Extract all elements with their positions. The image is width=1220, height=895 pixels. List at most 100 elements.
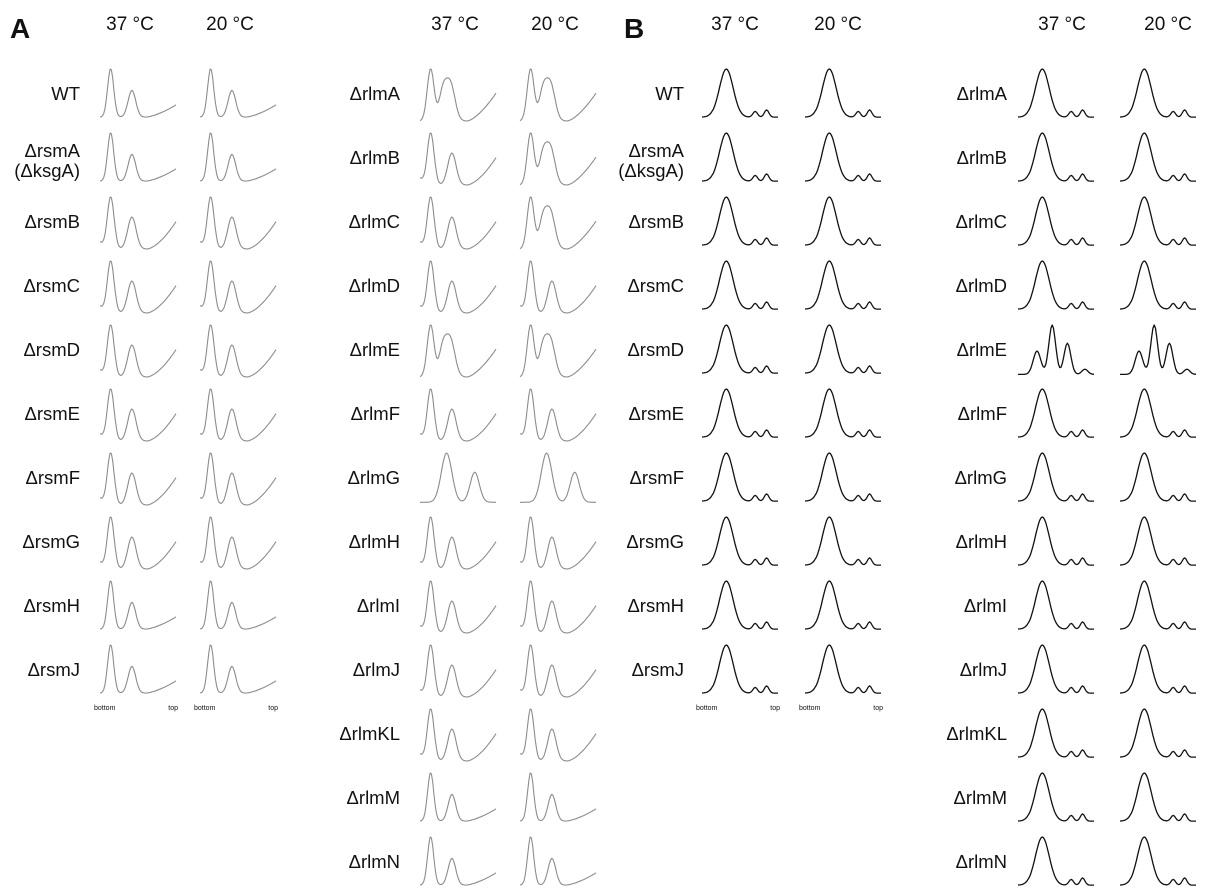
strain-label: WT <box>51 83 80 104</box>
sedimentation-profile-trace <box>1017 132 1094 182</box>
sedimentation-profile-trace <box>1017 772 1094 822</box>
sedimentation-profile-trace <box>199 68 277 118</box>
sedimentation-profile-trace <box>519 708 597 762</box>
sedimentation-profile-trace <box>519 196 597 250</box>
strain-label: ΔrsmH <box>23 595 80 616</box>
sedimentation-profile-trace <box>419 132 497 186</box>
sedimentation-profile-trace <box>1119 580 1196 630</box>
sedimentation-profile-trace <box>99 68 177 118</box>
sedimentation-profile-trace <box>519 516 597 570</box>
sedimentation-profile-trace <box>419 580 497 634</box>
sedimentation-profile-trace <box>1017 196 1094 246</box>
sedimentation-profile-trace <box>1017 68 1094 118</box>
sedimentation-profile-trace <box>1119 452 1196 502</box>
sedimentation-profile-trace <box>99 324 177 378</box>
strain-label: ΔrlmC <box>956 211 1007 232</box>
strain-label: ΔrsmD <box>627 339 684 360</box>
sedimentation-profile-trace <box>804 388 881 438</box>
strain-label: ΔrsmD <box>23 339 80 360</box>
sedimentation-profile-trace <box>804 644 881 694</box>
strain-label: ΔrlmI <box>964 595 1007 616</box>
strain-label: ΔrlmKL <box>946 723 1007 744</box>
strain-label: ΔrlmD <box>349 275 400 296</box>
sedimentation-profile-trace <box>99 516 177 570</box>
strain-label-alias: (ΔksgA) <box>14 160 80 181</box>
sedimentation-profile-trace <box>804 196 881 246</box>
sedimentation-profile-trace <box>1119 68 1196 118</box>
strain-label: ΔrlmM <box>347 787 400 808</box>
sedimentation-profile-trace <box>1018 324 1095 376</box>
sedimentation-profile-trace <box>519 324 597 378</box>
axis-label-bottom: bottom <box>94 705 116 712</box>
sedimentation-profile-trace <box>701 452 778 502</box>
sedimentation-profile-trace <box>199 516 277 570</box>
strain-label: ΔrsmB <box>24 211 80 232</box>
strain-label: ΔrsmE <box>628 403 684 424</box>
sedimentation-profile-trace <box>1119 388 1196 438</box>
sedimentation-profile-trace <box>1017 516 1094 566</box>
sedimentation-profile-trace <box>804 132 881 182</box>
temperature-header: 37 °C <box>1038 14 1086 35</box>
temperature-header: 37 °C <box>106 14 154 35</box>
sedimentation-profile-trace <box>1119 772 1196 822</box>
sedimentation-profile-trace <box>520 452 596 503</box>
sedimentation-profile-trace <box>99 132 177 182</box>
sedimentation-profile-trace <box>1017 580 1094 630</box>
sedimentation-profile-trace <box>519 580 597 634</box>
strain-label: ΔrlmF <box>351 403 400 424</box>
sedimentation-profile-trace <box>701 132 778 182</box>
sedimentation-profile-trace <box>1017 388 1094 438</box>
sedimentation-profile-trace <box>419 708 497 762</box>
strain-label: ΔrlmN <box>956 851 1007 872</box>
strain-label-alias: (ΔksgA) <box>618 160 684 181</box>
temperature-header: 20 °C <box>814 14 862 35</box>
sedimentation-profile-trace <box>1119 836 1196 886</box>
sedimentation-profile-trace <box>519 132 597 186</box>
sedimentation-profile-trace <box>419 196 497 250</box>
panel-letter-a: A <box>10 13 30 44</box>
strain-label: ΔrlmB <box>350 147 400 168</box>
sedimentation-profile-trace <box>519 644 597 698</box>
sedimentation-profile-trace <box>99 644 177 694</box>
strain-label: ΔrsmC <box>627 275 684 296</box>
sedimentation-profile-trace <box>420 452 496 503</box>
strain-label: ΔrlmKL <box>339 723 400 744</box>
strain-label: ΔrlmN <box>349 851 400 872</box>
axis-label-top: top <box>168 705 178 712</box>
sedimentation-profile-trace <box>804 324 881 374</box>
sedimentation-profile-trace <box>1119 708 1196 758</box>
sedimentation-profile-trace <box>1119 260 1196 310</box>
sedimentation-profile-trace <box>419 260 497 314</box>
sedimentation-profile-trace <box>1017 452 1094 502</box>
axis-label-bottom: bottom <box>696 705 718 712</box>
strain-label: ΔrlmA <box>957 83 1008 104</box>
strain-label: ΔrsmE <box>24 403 80 424</box>
sedimentation-profile-trace <box>701 324 778 374</box>
sedimentation-profile-trace <box>419 644 497 698</box>
sedimentation-profile-trace <box>804 516 881 566</box>
strain-label: ΔrsmC <box>23 275 80 296</box>
temperature-header: 37 °C <box>431 14 479 35</box>
strain-label: ΔrlmE <box>350 339 400 360</box>
strain-label: ΔrlmA <box>350 83 401 104</box>
sedimentation-profile-trace <box>804 260 881 310</box>
strain-label: ΔrlmG <box>348 467 400 488</box>
sedimentation-profile-trace <box>419 836 497 886</box>
strain-label: ΔrlmJ <box>960 659 1007 680</box>
sedimentation-profile-trace <box>701 260 778 310</box>
sedimentation-profile-trace <box>199 196 277 250</box>
sedimentation-profile-trace <box>519 68 597 122</box>
strain-label: ΔrlmB <box>957 147 1007 168</box>
sedimentation-profile-trace <box>701 516 778 566</box>
sedimentation-profile-trace <box>1017 836 1094 886</box>
sedimentation-profile-trace <box>701 644 778 694</box>
strain-label: ΔrsmG <box>626 531 684 552</box>
sedimentation-profile-trace <box>199 388 277 442</box>
strain-label: ΔrlmD <box>956 275 1007 296</box>
axis-label-top: top <box>873 705 883 712</box>
sedimentation-profile-trace <box>99 580 177 630</box>
temperature-header: 20 °C <box>1144 14 1192 35</box>
temperature-header: 20 °C <box>531 14 579 35</box>
strain-label: ΔrlmF <box>958 403 1007 424</box>
